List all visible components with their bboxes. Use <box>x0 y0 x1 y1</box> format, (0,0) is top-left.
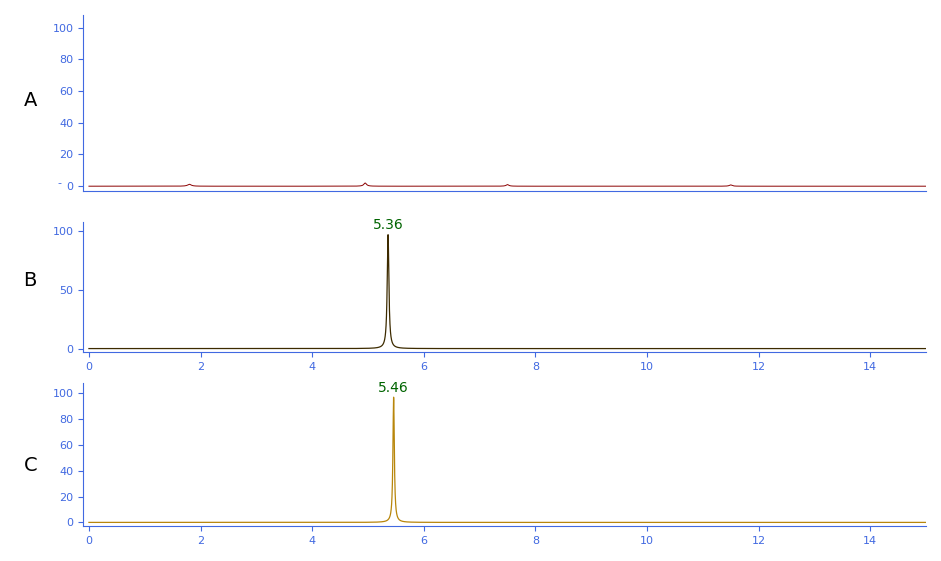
Text: B: B <box>24 271 37 290</box>
Text: 5.46: 5.46 <box>378 380 409 394</box>
Text: -: - <box>57 178 61 188</box>
Text: A: A <box>24 91 37 111</box>
Text: C: C <box>24 456 37 475</box>
Text: 5.36: 5.36 <box>373 218 404 232</box>
